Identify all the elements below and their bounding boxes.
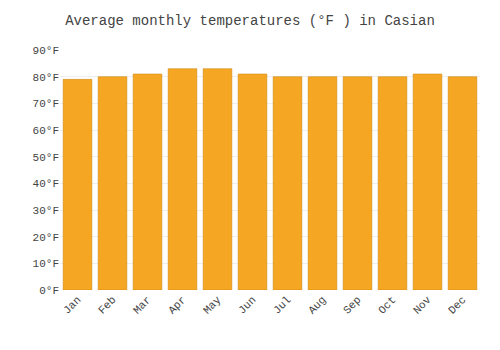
svg-text:Sep: Sep [341,294,363,316]
svg-text:Aug: Aug [306,294,328,316]
svg-text:80°F: 80°F [33,72,59,84]
svg-text:30°F: 30°F [33,205,59,217]
svg-text:Apr: Apr [166,294,188,316]
svg-text:Oct: Oct [376,294,398,316]
svg-text:0°F: 0°F [39,285,59,297]
svg-text:50°F: 50°F [33,152,59,164]
svg-text:May: May [201,294,224,317]
svg-text:Jan: Jan [61,294,83,316]
svg-text:10°F: 10°F [33,258,59,270]
svg-text:Mar: Mar [131,294,153,316]
svg-text:70°F: 70°F [33,98,59,110]
svg-text:Jun: Jun [236,294,258,316]
svg-text:20°F: 20°F [33,232,59,244]
svg-text:Feb: Feb [96,294,118,316]
svg-text:Dec: Dec [446,294,468,316]
svg-text:Average monthly temperatures (: Average monthly temperatures (°F ) in Ca… [65,13,435,29]
svg-text:Nov: Nov [411,294,434,317]
svg-text:60°F: 60°F [33,125,59,137]
svg-text:90°F: 90°F [33,45,59,57]
svg-text:40°F: 40°F [33,178,59,190]
svg-text:Jul: Jul [271,294,293,316]
